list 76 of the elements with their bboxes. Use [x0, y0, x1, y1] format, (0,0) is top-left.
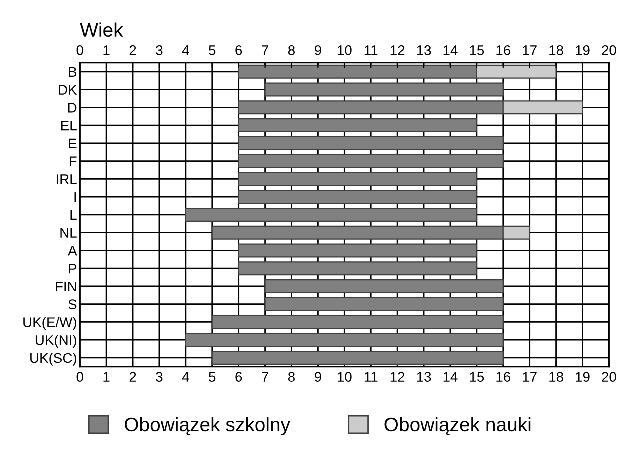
x-tick-label: 8 — [288, 372, 296, 382]
x-axis-title: Wiek — [80, 22, 124, 38]
x2-tick-label: 0 — [76, 46, 84, 56]
y-tick-label: S — [68, 300, 77, 310]
x2-tick-label: 18 — [550, 46, 564, 56]
y-tick-label: UK(NI) — [36, 335, 76, 348]
x-tick-label: 9 — [314, 372, 322, 382]
x-tick-label: 6 — [236, 372, 242, 382]
y-tick-label: D — [68, 103, 77, 113]
x2-tick-label: 12 — [390, 46, 405, 56]
x2-tick-label: 13 — [417, 46, 432, 56]
x2-tick-label: 7 — [262, 46, 268, 56]
bar — [238, 190, 478, 204]
x2-tick-label: 3 — [156, 46, 163, 56]
x-tick-label: 4 — [182, 372, 190, 382]
x-tick-label: 17 — [523, 372, 537, 382]
legend-label: Obowiązek nauki — [384, 417, 531, 436]
x-tick-label: 10 — [338, 372, 352, 382]
x-tick-label: 7 — [262, 372, 268, 382]
x-tick-label: 13 — [417, 372, 432, 382]
x-tick-label: 16 — [496, 372, 510, 382]
y-tick-label: A — [68, 246, 78, 256]
x2-tick-label: 1 — [104, 46, 110, 56]
x-tick-label: 18 — [550, 372, 564, 382]
x2-tick-label: 17 — [523, 46, 537, 56]
y-tick-label: UK(SC) — [30, 352, 76, 366]
x-tick-label: 12 — [390, 372, 405, 382]
x2-tick-label: 20 — [602, 46, 616, 56]
x2-tick-label: 16 — [496, 46, 510, 56]
bar — [238, 136, 504, 150]
x2-tick-label: 9 — [314, 46, 322, 56]
x-tick-label: 3 — [156, 372, 163, 382]
bar — [238, 154, 504, 168]
x-tick-label: 20 — [602, 372, 616, 382]
bar — [264, 297, 504, 312]
x-tick-label: 0 — [76, 372, 84, 382]
y-tick-label: E — [69, 138, 77, 148]
bar — [212, 315, 504, 330]
x-tick-label: 11 — [364, 372, 378, 382]
x2-tick-label: 10 — [338, 46, 352, 56]
x-tick-label: 5 — [209, 372, 216, 382]
y-tick-label: B — [69, 67, 77, 77]
x2-tick-label: 15 — [470, 46, 484, 56]
x2-tick-label: 5 — [209, 46, 216, 56]
x2-tick-label: 11 — [364, 46, 378, 56]
x-tick-label: 15 — [470, 372, 484, 382]
x2-tick-label: 4 — [182, 46, 190, 56]
x2-tick-label: 2 — [130, 46, 136, 56]
bar — [238, 172, 478, 186]
x2-tick-label: 14 — [444, 46, 458, 56]
legend-label: Obowiązek szkolny — [125, 417, 290, 436]
y-tick-label: IRL — [57, 174, 77, 184]
x2-tick-label: 6 — [236, 46, 242, 56]
x-tick-label: 2 — [130, 372, 136, 382]
bar — [212, 351, 504, 365]
bar — [238, 244, 478, 258]
y-tick-label: F — [70, 156, 77, 166]
y-tick-label: I — [74, 192, 76, 202]
bar — [238, 262, 478, 276]
x2-tick-label: 19 — [576, 46, 590, 56]
x-tick-label: 14 — [444, 372, 458, 382]
x-tick-label: 19 — [576, 372, 590, 382]
x2-tick-label: 8 — [288, 46, 296, 56]
bar — [238, 118, 478, 133]
bar — [185, 208, 478, 222]
y-tick-label: L — [70, 210, 77, 220]
bar — [264, 279, 504, 294]
y-tick-label: FIN — [56, 282, 76, 292]
bar — [185, 333, 504, 348]
y-tick-label: DK — [59, 85, 78, 95]
bar — [264, 82, 504, 97]
y-tick-label: EL — [61, 121, 77, 131]
y-tick-label: UK(E/W) — [24, 317, 76, 330]
y-tick-label: P — [69, 264, 77, 274]
y-tick-label: NL — [60, 228, 77, 238]
x-tick-label: 1 — [104, 372, 110, 382]
